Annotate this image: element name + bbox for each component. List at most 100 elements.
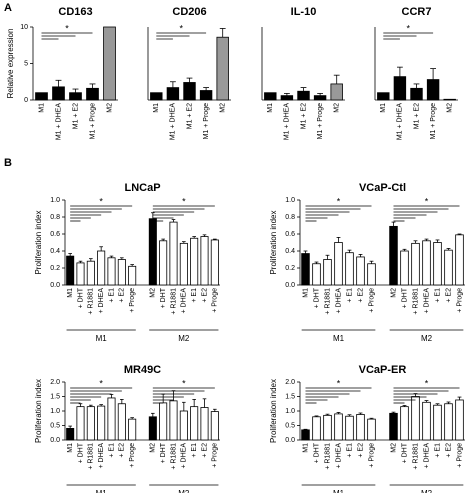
x-tick-label: + DHT [401,442,408,463]
bar [107,257,116,286]
y-tick-label: 0.4 [285,248,295,255]
x-tick-label: + Proge [212,443,219,468]
y-tick-label: 0.2 [50,265,60,272]
bar [117,403,126,441]
chart-title: LNCaP [124,182,160,194]
x-tick-label: M1 + E2 [300,103,307,129]
bar [345,415,354,441]
bar [312,416,321,441]
x-tick-label: + Proge [129,443,136,468]
x-tick-label: M2 [390,288,397,298]
bar [200,236,209,286]
x-tick-label: M2 [150,443,157,453]
x-tick-label: + Proge [456,443,463,468]
x-tick-label: + R1881 [412,443,419,470]
bar [393,76,407,101]
bar [69,92,82,101]
x-tick-label: M1 [67,288,74,298]
bar [148,218,157,286]
bar [159,402,168,441]
significance-label: * [182,378,186,388]
x-tick-label: + DHEA [98,443,105,469]
x-tick-label: + Proge [212,288,219,313]
bar [183,82,196,101]
x-tick-label: M1 + E2 [72,103,79,129]
bar [52,86,65,101]
x-tick-label: + DHEA [335,288,342,314]
y-axis-label: Proliferation index [269,379,278,443]
significance-label: * [406,23,410,33]
x-tick-label: + E2 [357,443,364,458]
bar [97,250,106,286]
x-tick-label: + R1881 [88,288,95,315]
bar [86,87,99,101]
x-tick-label: + DHEA [423,443,430,469]
bar [86,260,95,286]
bar [323,259,332,286]
x-tick-label: + R1881 [412,288,419,315]
significance-label: * [179,23,183,33]
bar [455,234,464,286]
bar [179,242,188,286]
bar [76,406,85,441]
bar [150,92,163,101]
group-label: M1 [333,334,345,343]
bar [356,414,365,441]
bar [169,400,178,441]
bar [313,95,327,101]
bar [411,396,420,441]
significance-label: * [337,378,341,388]
bar [66,427,75,441]
y-tick-label: 1.5 [285,393,295,400]
bar [323,414,332,441]
bar [216,36,229,101]
y-tick-label: 10 [20,24,28,31]
bar [301,429,310,441]
y-tick-label: 1.0 [285,408,295,415]
bar [179,410,188,441]
x-tick-label: + R1881 [324,443,331,470]
y-tick-label: 5 [24,60,28,67]
x-tick-label: + Proge [368,288,375,313]
x-tick-label: + E1 [346,288,353,303]
x-tick-label: M1 + DHEA [55,103,62,140]
x-tick-label: M2 [106,103,113,113]
x-tick-label: + E1 [346,443,353,458]
y-tick-label: 1.5 [50,393,60,400]
y-axis-label: Proliferation index [34,379,43,443]
x-tick-label: M1 + Proge [317,103,324,139]
y-tick-label: 0.2 [285,265,295,272]
significance-label: * [65,23,69,33]
bar [312,263,321,286]
y-tick-label: 2.0 [285,379,295,386]
y-axis-label: Proliferation index [269,210,278,274]
y-tick-label: 0.6 [285,231,295,238]
bar [356,256,365,286]
y-tick-label: 0.4 [50,248,60,255]
x-tick-label: + DHT [313,287,320,308]
x-tick-label: + E2 [201,443,208,458]
bar [377,92,390,101]
x-tick-label: + DHT [160,287,167,308]
bar [103,26,116,101]
x-tick-label: M2 [447,103,454,113]
x-tick-label: M1 [67,443,74,453]
x-tick-label: + E2 [445,288,452,303]
y-axis-label: Relative expression [6,29,15,99]
bar [117,259,126,286]
y-tick-label: 0 [24,97,28,104]
bar [389,225,398,286]
x-tick-label: + DHT [77,287,84,308]
x-tick-label: + DHEA [98,288,105,314]
chart-title: CCR7 [402,6,432,18]
x-tick-label: + R1881 [324,288,331,315]
bar [190,237,199,286]
x-tick-label: M1 + Proge [203,103,210,139]
bar [159,240,168,286]
x-tick-label: + Proge [368,443,375,468]
x-tick-label: M1 + DHEA [397,103,404,140]
bar [334,242,343,286]
x-tick-label: M1 + DHEA [284,103,291,140]
bar [128,265,137,286]
chart-title: MR49C [124,364,161,376]
